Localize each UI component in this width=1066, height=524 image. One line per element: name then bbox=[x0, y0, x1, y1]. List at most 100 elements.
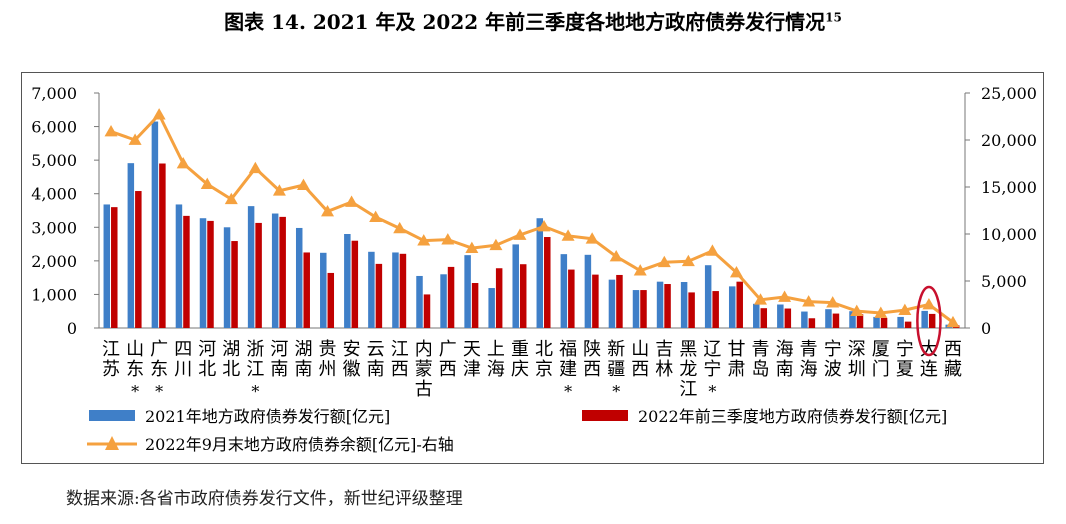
bar-2022 bbox=[592, 274, 599, 328]
bar-2022 bbox=[519, 264, 527, 328]
right-tick-label: 15,000 bbox=[981, 178, 1037, 197]
bar-2021 bbox=[175, 204, 183, 328]
bar-2021 bbox=[320, 252, 327, 328]
legend-label: 2022年前三季度地方政府债券发行额[亿元] bbox=[638, 407, 947, 426]
bar-2021 bbox=[247, 206, 255, 328]
data-source-note: 数据来源:各省市政府债券发行文件，新世纪评级整理 bbox=[66, 489, 463, 509]
bar-2021 bbox=[608, 279, 616, 328]
bar-2022 bbox=[351, 240, 359, 328]
category-label: 深圳 bbox=[848, 339, 866, 380]
category-label: 广东 bbox=[150, 339, 168, 380]
chart-title-text: 图表 14. 2021 年及 2022 年前三季度各地地方政府债券发行情况 bbox=[224, 10, 826, 34]
balance-point bbox=[441, 233, 455, 245]
bar-2022 bbox=[135, 191, 142, 328]
right-tick-label: 10,000 bbox=[981, 225, 1037, 244]
bar-2022 bbox=[255, 222, 262, 328]
bar-2021 bbox=[897, 316, 904, 328]
bar-2022 bbox=[928, 313, 936, 328]
bar-2022 bbox=[111, 207, 118, 328]
category-label: 云南 bbox=[367, 339, 385, 380]
bar-2022 bbox=[375, 263, 383, 328]
bar-2022 bbox=[664, 284, 671, 328]
balance-point bbox=[802, 295, 816, 307]
balance-point bbox=[681, 254, 695, 267]
balance-point bbox=[369, 210, 383, 222]
category-label: 福建 bbox=[559, 339, 577, 380]
balance-point bbox=[465, 241, 479, 253]
balance-point bbox=[778, 290, 792, 302]
category-label: 吉林 bbox=[655, 339, 673, 380]
bar-2021 bbox=[825, 309, 832, 328]
balance-point bbox=[224, 192, 238, 205]
bar-2022 bbox=[159, 163, 166, 328]
bar-2022 bbox=[784, 308, 792, 328]
balance-point bbox=[657, 255, 671, 268]
balance-point bbox=[417, 234, 431, 246]
balance-point bbox=[585, 232, 599, 244]
category-label: 大连 bbox=[920, 339, 938, 380]
balance-point bbox=[128, 133, 142, 145]
left-tick-label: 6,000 bbox=[31, 118, 77, 137]
balance-point bbox=[537, 219, 551, 232]
category-label: 青海 bbox=[800, 339, 818, 380]
balance-point bbox=[826, 296, 840, 308]
bar-2021 bbox=[368, 251, 375, 328]
bar-2022 bbox=[880, 317, 888, 328]
category-star-marker: * bbox=[251, 382, 259, 401]
category-label: 湖南 bbox=[294, 339, 312, 380]
category-label: 新疆 bbox=[607, 339, 625, 380]
bar-2021 bbox=[344, 234, 351, 328]
legend-swatch-bar bbox=[89, 410, 135, 421]
bar-2022 bbox=[760, 308, 768, 328]
bar-2022 bbox=[231, 241, 238, 328]
category-label: 北京 bbox=[535, 339, 553, 380]
balance-point bbox=[922, 298, 936, 310]
category-label: 重庆 bbox=[511, 339, 529, 380]
bar-2021 bbox=[801, 311, 808, 328]
category-label: 山西 bbox=[631, 339, 649, 380]
bar-2021 bbox=[440, 274, 447, 328]
category-star-marker: * bbox=[708, 382, 716, 401]
bar-2022 bbox=[808, 318, 816, 328]
bar-2022 bbox=[423, 294, 431, 328]
bar-2021 bbox=[704, 265, 712, 328]
category-star-marker: * bbox=[612, 382, 620, 401]
left-tick-label: 3,000 bbox=[31, 218, 77, 237]
bar-2021 bbox=[849, 311, 856, 328]
legend-swatch-marker bbox=[105, 436, 119, 450]
category-label: 西藏 bbox=[944, 339, 962, 380]
bar-2022 bbox=[616, 274, 623, 328]
bar-2021 bbox=[199, 218, 207, 328]
bar-2022 bbox=[207, 220, 214, 328]
category-star-marker: * bbox=[155, 382, 163, 401]
right-tick-label: 5,000 bbox=[981, 272, 1027, 291]
left-tick-label: 4,000 bbox=[31, 185, 77, 204]
bar-2021 bbox=[223, 227, 231, 328]
chart-frame: 0 1,000 2,000 3,000 4,000 5,000 6,000 7,000 0 5,0… bbox=[21, 72, 1044, 464]
bar-2022 bbox=[495, 268, 503, 328]
balance-point bbox=[489, 238, 503, 251]
bar-2021 bbox=[271, 213, 279, 328]
category-star-marker: * bbox=[564, 382, 572, 401]
balance-line bbox=[104, 108, 960, 328]
balance-point bbox=[705, 244, 719, 256]
balance-point bbox=[609, 250, 623, 262]
balance-point bbox=[850, 304, 864, 316]
balance-point bbox=[561, 229, 575, 241]
balance-point bbox=[393, 221, 407, 234]
category-label: 辽宁 bbox=[703, 339, 721, 380]
category-label: 安徽 bbox=[343, 339, 361, 380]
legend: 2021年地方政府债券发行额[亿元] 2022年前三季度地方政府债券发行额[亿元]… bbox=[87, 407, 947, 454]
bar-2021 bbox=[656, 281, 664, 328]
bar-2022 bbox=[736, 281, 743, 328]
bar-2021 bbox=[536, 218, 544, 328]
category-label: 湖北 bbox=[222, 339, 240, 380]
category-label: 甘肃 bbox=[727, 339, 745, 380]
bar-2022 bbox=[568, 269, 575, 328]
bar-2022 bbox=[544, 237, 551, 328]
category-label: 河北 bbox=[198, 339, 216, 380]
category-label: 内蒙古 bbox=[415, 339, 433, 400]
bar-2022 bbox=[640, 290, 647, 328]
category-label: 浙江 bbox=[246, 339, 264, 380]
bar-2021 bbox=[632, 290, 640, 328]
